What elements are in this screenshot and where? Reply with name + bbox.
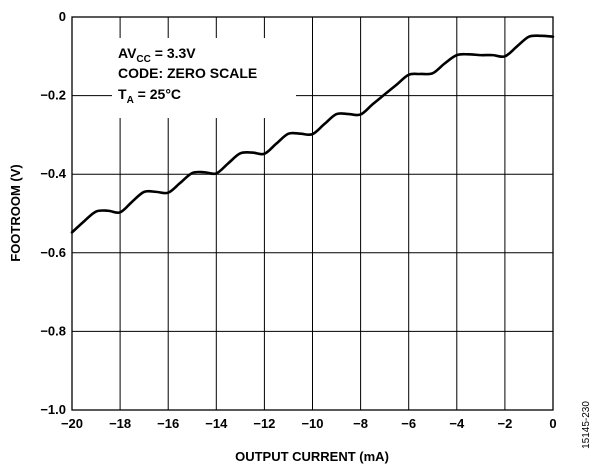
x-tick-label: −18 xyxy=(109,416,131,431)
x-tick-label: −16 xyxy=(157,416,179,431)
footroom-series-line xyxy=(70,34,555,234)
y-tick-labels: 0 −0.2 −0.4 −0.6 −0.8 −1.0 xyxy=(40,9,66,417)
x-tick-label: −12 xyxy=(253,416,275,431)
plot-frame xyxy=(71,16,554,411)
x-tick-label: −10 xyxy=(301,416,323,431)
y-tick-label: 0 xyxy=(59,9,66,24)
y-tick-label: −0.6 xyxy=(40,245,66,260)
x-tick-labels: −20 −18 −16 −14 −12 −10 −8 −6 −4 −2 0 xyxy=(61,416,557,431)
x-tick-label: 0 xyxy=(549,416,556,431)
y-tick-label: −1.0 xyxy=(40,402,66,417)
x-tick-label: −20 xyxy=(61,416,83,431)
x-axis-label: OUTPUT CURRENT (mA) xyxy=(235,449,389,464)
annotation-supply: AVCC = 3.3V xyxy=(118,45,196,65)
y-tick-label: −0.2 xyxy=(40,88,66,103)
annotation-code: CODE: ZERO SCALE xyxy=(118,65,257,81)
annotation-box xyxy=(112,38,296,118)
annotation-temperature: TA = 25°C xyxy=(118,86,181,106)
x-tick-label: −4 xyxy=(449,416,465,431)
x-tick-label: −8 xyxy=(353,416,368,431)
x-tick-label: −6 xyxy=(401,416,416,431)
figure-id: 15145-230 xyxy=(581,401,592,449)
y-tick-label: −0.8 xyxy=(40,323,66,338)
series-layer xyxy=(70,34,555,234)
x-tick-label: −14 xyxy=(205,416,228,431)
x-tick-label: −2 xyxy=(497,416,512,431)
y-tick-label: −0.4 xyxy=(40,166,66,181)
y-axis-label: FOOTROOM (V) xyxy=(8,164,23,262)
